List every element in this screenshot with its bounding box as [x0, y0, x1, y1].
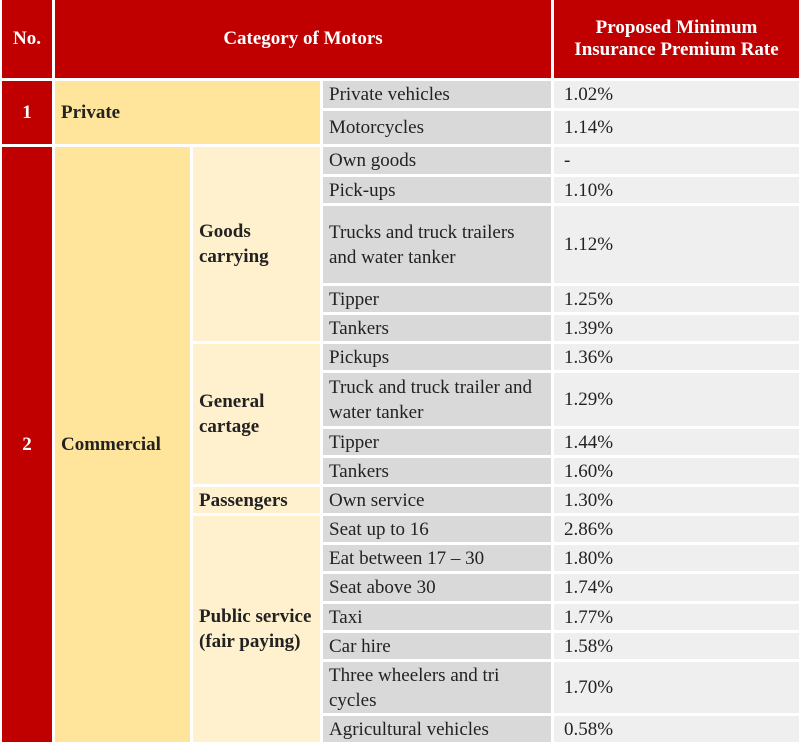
- row-number: 1: [2, 81, 52, 144]
- table-row: Truck and truck trailer and water tanker…: [2, 373, 799, 426]
- subcategory-cell: Taxi: [323, 604, 552, 630]
- subcategory-cell: Truck and truck trailer and water tanker: [323, 373, 552, 426]
- table-row: Three wheelers and tri cycles 1.70%: [2, 662, 799, 713]
- header-rate: Proposed Minimum Insurance Premium Rate: [554, 0, 799, 78]
- rate-cell: -: [554, 147, 799, 174]
- rate-cell: 1.39%: [554, 315, 799, 341]
- category-cell: Commercial: [55, 147, 190, 742]
- table-row: Seat above 30 1.74%: [2, 574, 799, 601]
- rate-cell: 1.25%: [554, 286, 799, 312]
- table-row: Tipper 1.25%: [2, 286, 799, 312]
- header-no: No.: [2, 0, 52, 78]
- table-row: 1 Private Private vehicles 1.02%: [2, 81, 799, 144]
- table-row: Agricultural vehicles 0.58%: [2, 716, 799, 742]
- rate-cell: 1.60%: [554, 458, 799, 484]
- table-row: General cartage Pickups 1.36%: [2, 344, 799, 484]
- table-row: Pick-ups 1.10%: [2, 177, 799, 203]
- subcategory-cell: Three wheelers and tri cycles: [323, 662, 552, 713]
- subcategory-cell: Own service: [323, 487, 552, 513]
- subcategory-cell: Agricultural vehicles: [323, 716, 552, 742]
- rate-cell: 1.44%: [554, 429, 799, 455]
- table-row: Public service (fair paying) Seat up to 1…: [2, 516, 799, 742]
- subcategory-cell: Trucks and truck trailers and water tank…: [323, 206, 552, 283]
- subcategory-cell: Tipper: [323, 286, 552, 312]
- table-row: Taxi 1.77%: [2, 604, 799, 630]
- rate-cell: 1.29%: [554, 373, 799, 426]
- rate-cell: 1.70%: [554, 662, 799, 713]
- rate-cell: 1.80%: [554, 545, 799, 571]
- row-number: 2: [2, 147, 52, 742]
- subgroup-cell: General cartage: [193, 344, 320, 484]
- category-cell: Private: [55, 81, 320, 144]
- subcategory-cell: Car hire: [323, 633, 552, 659]
- subcategory-cell: Tankers: [323, 458, 552, 484]
- subgroup-cell: Passengers: [193, 487, 320, 513]
- subcategory-cell: Own goods: [323, 147, 552, 174]
- subgroup-cell: Public service (fair paying): [193, 516, 320, 742]
- subcategory-cell: Private vehicles: [323, 81, 552, 108]
- rate-cell: 1.77%: [554, 604, 799, 630]
- table-row: Motorcycles 1.14%: [2, 111, 799, 144]
- table-row: Car hire 1.58%: [2, 633, 799, 659]
- subcategory-cell: Tankers: [323, 315, 552, 341]
- rate-cell: 1.74%: [554, 574, 799, 601]
- rate-cell: 1.02%: [554, 81, 799, 108]
- subgroup-cell: Goods carrying: [193, 147, 320, 341]
- rate-cell: 1.58%: [554, 633, 799, 659]
- subcategory-cell: Motorcycles: [323, 111, 552, 144]
- subcategory-cell: Tipper: [323, 429, 552, 455]
- subcategory-cell: Pick-ups: [323, 177, 552, 203]
- rate-cell: 1.30%: [554, 487, 799, 513]
- rate-cell: 1.10%: [554, 177, 799, 203]
- rate-cell: 1.12%: [554, 206, 799, 283]
- header-row: No. Category of Motors Proposed Minimum …: [2, 0, 799, 78]
- rate-cell: 2.86%: [554, 516, 799, 542]
- subcategory-cell: Seat up to 16: [323, 516, 552, 542]
- header-category: Category of Motors: [55, 0, 552, 78]
- table-row: Tankers 1.39%: [2, 315, 799, 341]
- table-row: Tipper 1.44%: [2, 429, 799, 455]
- subcategory-cell: Pickups: [323, 344, 552, 370]
- table-row: 2 Commercial Goods carrying Own goods -: [2, 147, 799, 742]
- table-row: Eat between 17 – 30 1.80%: [2, 545, 799, 571]
- rate-cell: 1.36%: [554, 344, 799, 370]
- subcategory-cell: Eat between 17 – 30: [323, 545, 552, 571]
- table-row: Tankers 1.60%: [2, 458, 799, 484]
- table-row: Passengers Own service 1.30%: [2, 487, 799, 513]
- rate-cell: 1.14%: [554, 111, 799, 144]
- subcategory-cell: Seat above 30: [323, 574, 552, 601]
- table-row: Trucks and truck trailers and water tank…: [2, 206, 799, 283]
- rate-cell: 0.58%: [554, 716, 799, 742]
